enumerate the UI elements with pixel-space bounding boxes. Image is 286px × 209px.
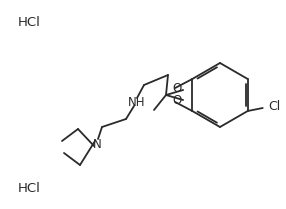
Text: O: O xyxy=(172,94,182,107)
Text: N: N xyxy=(93,138,101,150)
Text: HCl: HCl xyxy=(18,15,41,28)
Text: NH: NH xyxy=(128,96,146,108)
Text: HCl: HCl xyxy=(18,181,41,195)
Text: Cl: Cl xyxy=(269,101,281,113)
Text: O: O xyxy=(172,83,182,96)
